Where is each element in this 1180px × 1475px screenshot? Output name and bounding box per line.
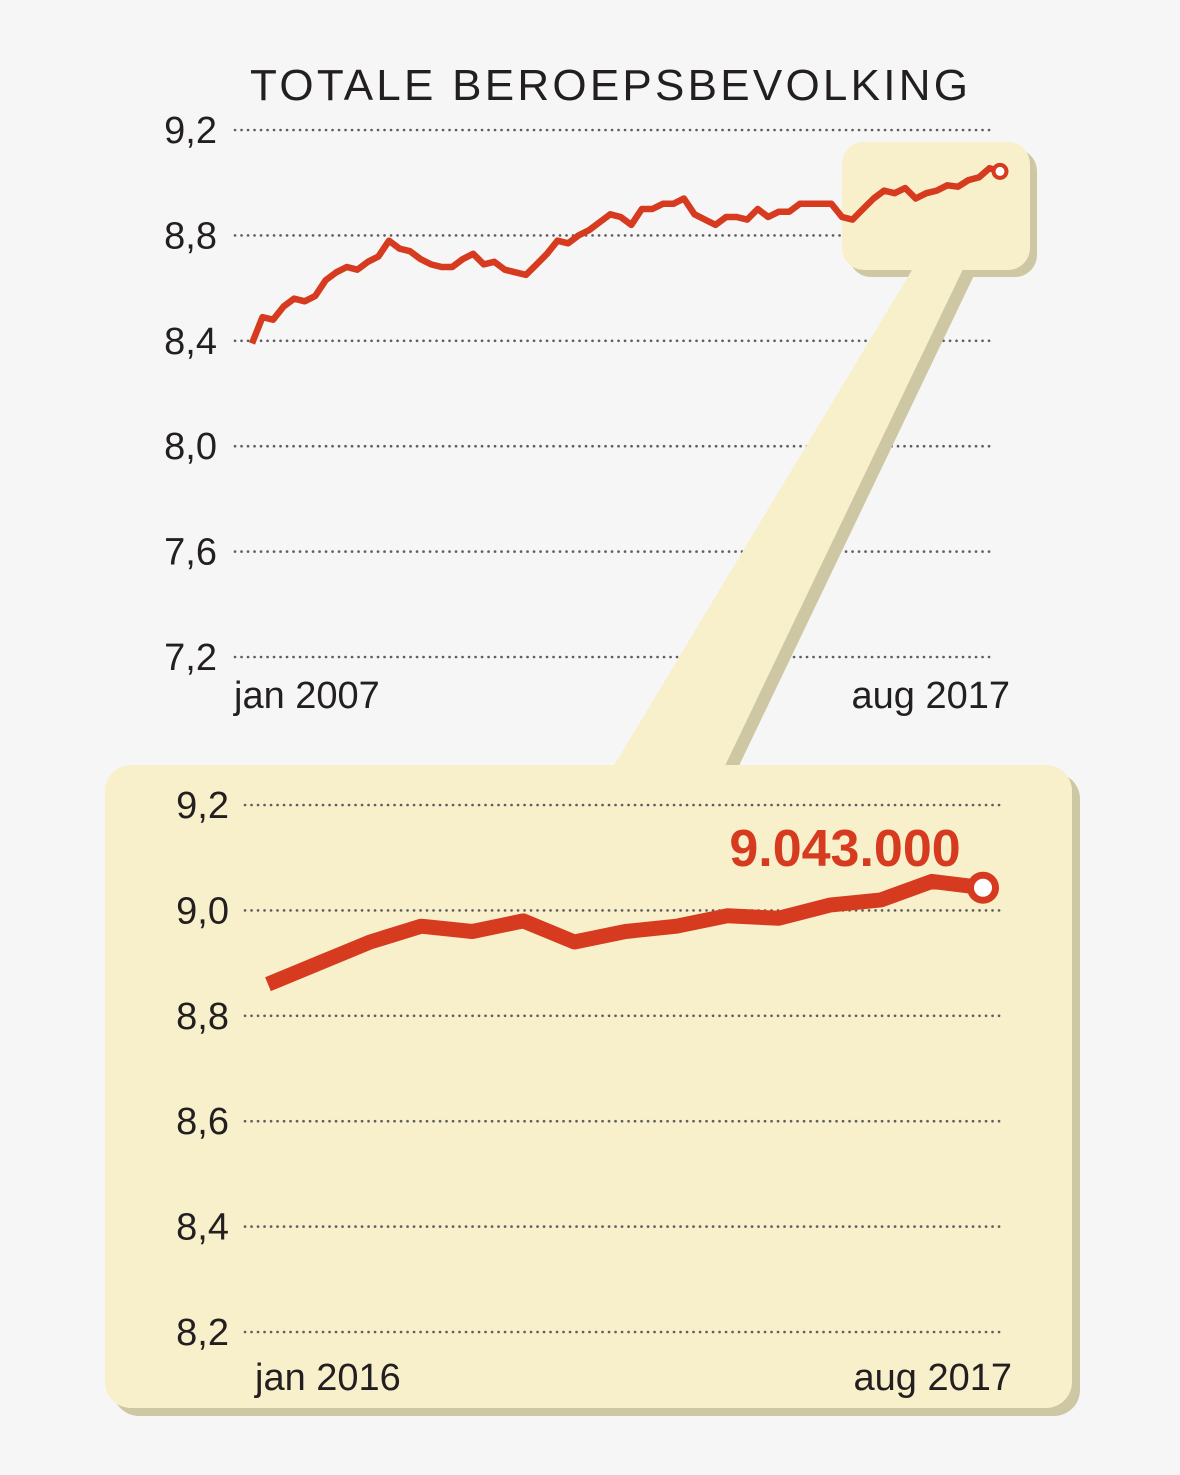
y-tick-label: 8,4 [176,1207,229,1249]
series-line [265,873,984,992]
bottom-chart-series [265,871,999,992]
end-point-marker [991,162,1009,180]
y-tick-label: 8,4 [164,321,217,363]
y-tick-label: 8,0 [164,426,217,468]
zoom-connector [610,142,1037,772]
x-tick-label-start: jan 2007 [233,675,380,717]
y-tick-label: 9,2 [176,785,229,827]
value-annotation: 9.043.000 [729,820,960,878]
y-tick-label: 9,2 [164,110,217,152]
series-line [248,164,1001,345]
x-tick-label-end: aug 2017 [852,675,1011,717]
y-tick-label: 8,8 [176,996,229,1038]
y-tick-label: 7,6 [164,532,217,574]
y-tick-label: 8,2 [176,1312,229,1354]
zoom-panel-background [105,765,1072,1408]
top-chart-series [248,162,1009,345]
x-tick-label-end: aug 2017 [854,1357,1013,1399]
y-tick-label: 8,6 [176,1101,229,1143]
x-tick-label-start: jan 2016 [254,1357,401,1399]
y-tick-label: 8,8 [164,215,217,257]
chart-title: TOTALE BEROEPSBEVOLKING [250,61,968,110]
y-tick-label: 7,2 [164,637,217,679]
connector-band [610,265,965,772]
zoom-panel [105,765,1080,1416]
top-chart-grid: 9,2 8,8 8,4 8,0 7,6 7,2 [164,110,992,679]
end-point-marker [967,871,999,904]
y-tick-label: 9,0 [176,890,229,932]
bottom-chart-grid: 9,2 9,0 8,8 8,6 8,4 8,2 [176,785,1002,1354]
